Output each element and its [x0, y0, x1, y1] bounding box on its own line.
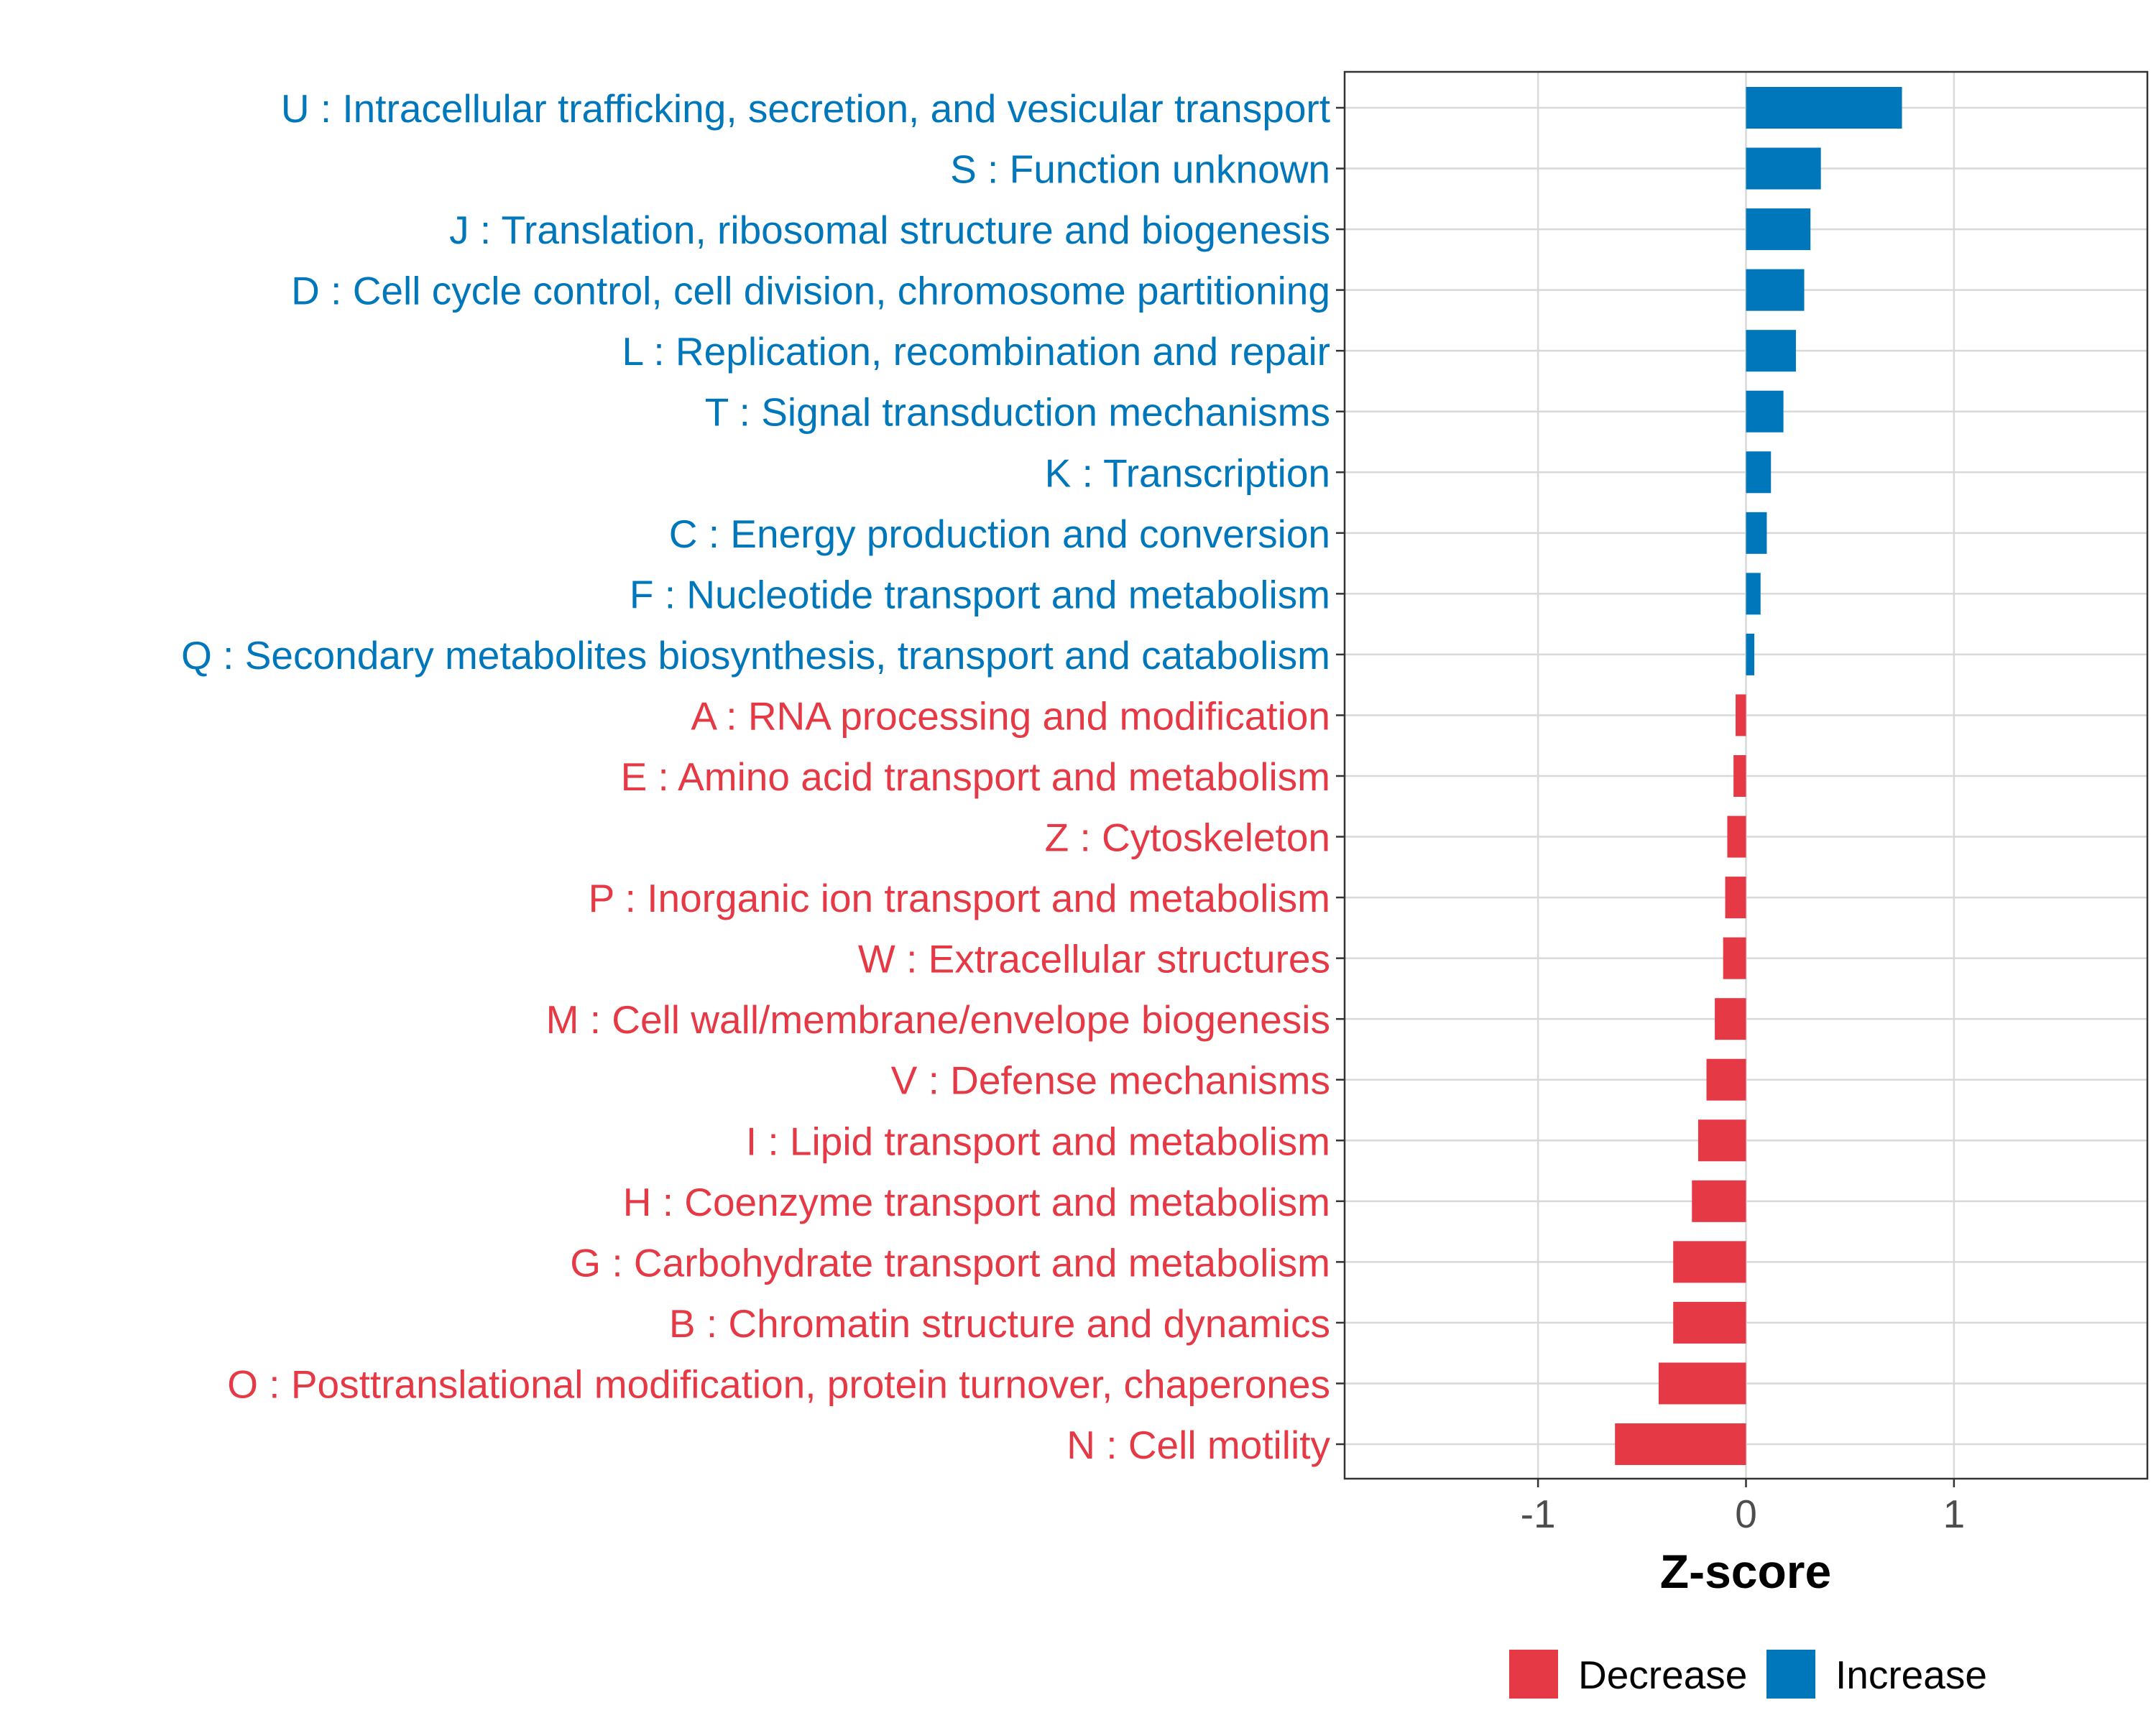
bar	[1736, 694, 1746, 736]
bar	[1658, 1362, 1746, 1405]
bar	[1746, 390, 1784, 433]
bar	[1746, 87, 1902, 129]
x-tick-label: 0	[1735, 1492, 1757, 1536]
bar	[1746, 208, 1811, 251]
bar	[1697, 1119, 1746, 1162]
x-axis-ticks: -1 0 1	[1521, 1479, 1966, 1536]
y-tick-label: T : Signal transduction mechanisms	[705, 390, 1330, 435]
y-tick-label: J : Translation, ribosomal structure and…	[449, 208, 1330, 252]
legend-swatch	[1766, 1650, 1815, 1699]
y-tick-label: E : Amino acid transport and metabolism	[621, 754, 1330, 799]
bars	[1615, 87, 1902, 1465]
bar	[1746, 512, 1767, 554]
y-tick-label: D : Cell cycle control, cell division, c…	[291, 269, 1330, 313]
y-tick-label: F : Nucleotide transport and metabolism	[630, 572, 1330, 616]
bar	[1715, 998, 1746, 1040]
bar	[1746, 330, 1796, 372]
bar	[1615, 1423, 1746, 1465]
legend-label: Increase	[1835, 1653, 1987, 1697]
y-tick-label: K : Transcription	[1045, 451, 1330, 495]
y-tick-label: S : Function unknown	[950, 147, 1330, 192]
y-tick-label: Q : Secondary metabolites biosynthesis, …	[181, 633, 1330, 678]
bar	[1746, 451, 1772, 494]
bar	[1733, 755, 1746, 797]
y-tick-label: Z : Cytoskeleton	[1045, 816, 1330, 860]
y-tick-label: W : Extracellular structures	[858, 937, 1330, 981]
y-tick-label: M : Cell wall/membrane/envelope biogenes…	[546, 997, 1330, 1042]
legend: Decrease Increase	[1509, 1650, 1987, 1699]
y-tick-label: C : Energy production and conversion	[669, 512, 1330, 556]
bar	[1673, 1241, 1746, 1283]
bar	[1706, 1058, 1746, 1101]
y-tick-label: L : Replication, recombination and repai…	[622, 329, 1330, 374]
legend-label: Decrease	[1578, 1653, 1747, 1697]
y-tick-label: G : Carbohydrate transport and metabolis…	[570, 1240, 1330, 1285]
x-tick-label: -1	[1521, 1492, 1556, 1536]
bar	[1746, 147, 1821, 190]
y-tick-label: O : Posttranslational modification, prot…	[227, 1362, 1330, 1406]
x-tick-label: 1	[1943, 1492, 1966, 1536]
y-tick-label: B : Chromatin structure and dynamics	[669, 1301, 1330, 1346]
bar	[1746, 269, 1805, 311]
bar	[1692, 1180, 1746, 1222]
bar	[1746, 573, 1761, 615]
y-tick-label: N : Cell motility	[1067, 1423, 1330, 1467]
y-tick-label: I : Lipid transport and metabolism	[746, 1119, 1330, 1163]
x-axis-title: Z-score	[1660, 1545, 1831, 1598]
y-tick-label: V : Defense mechanisms	[891, 1058, 1330, 1103]
y-tick-label: U : Intracellular trafficking, secretion…	[281, 86, 1330, 131]
bar	[1673, 1301, 1746, 1344]
bar	[1727, 816, 1746, 858]
y-tick-label: H : Coenzyme transport and metabolism	[623, 1180, 1330, 1224]
y-tick-label: A : RNA processing and modification	[691, 693, 1330, 738]
y-axis-ticks	[1336, 106, 1345, 1446]
legend-swatch	[1509, 1650, 1558, 1699]
bar	[1746, 633, 1755, 675]
bar	[1725, 877, 1746, 919]
bar	[1723, 937, 1746, 979]
y-tick-label: P : Inorganic ion transport and metaboli…	[589, 876, 1330, 920]
y-axis-category-labels: U : Intracellular trafficking, secretion…	[181, 86, 1330, 1467]
